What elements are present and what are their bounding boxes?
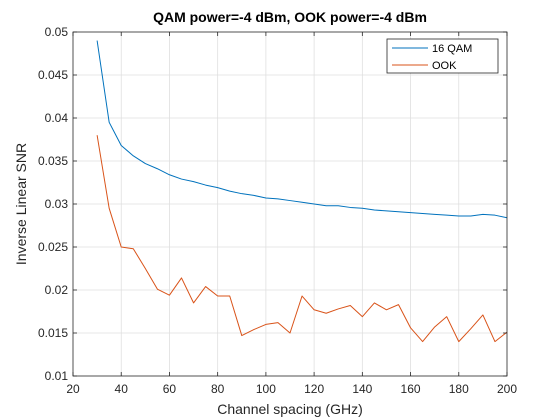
y-axis-label: Inverse Linear SNR	[13, 143, 29, 265]
x-tick-label: 120	[304, 382, 324, 396]
axis-ticks: 20 40 60 80 100 120 140 160 180 200 0.01 0.015 0.02 0…	[38, 25, 517, 396]
y-tick-label: 0.02	[45, 283, 69, 297]
y-tick-label: 0.01	[45, 369, 69, 383]
y-tick-label: 0.05	[45, 25, 69, 39]
x-axis-label: Channel spacing (GHz)	[217, 401, 363, 417]
y-tick-label: 0.04	[45, 111, 69, 125]
x-tick-label: 80	[211, 382, 225, 396]
y-tick-label: 0.035	[38, 154, 68, 168]
x-tick-label: 140	[352, 382, 372, 396]
y-tick-label: 0.015	[38, 326, 68, 340]
y-tick-label: 0.025	[38, 240, 68, 254]
y-tick-label: 0.03	[45, 197, 69, 211]
grid	[73, 32, 507, 376]
legend-label-ook: OOK	[432, 60, 457, 72]
series-line-ook	[96, 135, 508, 343]
x-tick-label: 20	[66, 382, 80, 396]
series-line-16-qam	[96, 40, 508, 219]
chart-title: QAM power=-4 dBm, OOK power=-4 dBm	[153, 9, 427, 25]
y-tick-label: 0.045	[38, 68, 68, 82]
x-tick-label: 180	[449, 382, 469, 396]
x-tick-label: 200	[497, 382, 517, 396]
x-tick-label: 100	[256, 382, 276, 396]
legend-label-16qam: 16 QAM	[432, 43, 472, 55]
legend-box	[386, 38, 499, 74]
x-tick-label: 40	[115, 382, 129, 396]
x-tick-label: 60	[163, 382, 177, 396]
legend: 16 QAM OOK	[386, 38, 499, 74]
x-tick-label: 160	[401, 382, 421, 396]
series-layer	[96, 40, 508, 343]
